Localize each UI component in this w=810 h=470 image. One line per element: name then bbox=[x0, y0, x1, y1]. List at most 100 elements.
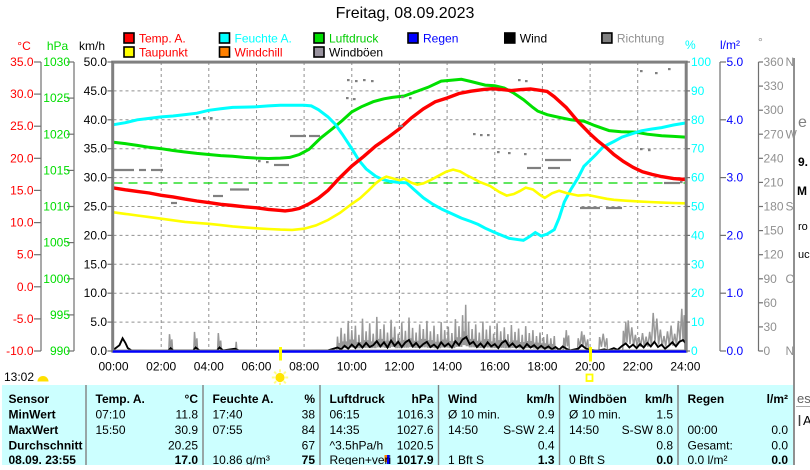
svg-text:84: 84 bbox=[302, 423, 316, 437]
svg-text:15.0: 15.0 bbox=[10, 183, 34, 197]
svg-text:330: 330 bbox=[764, 79, 784, 93]
svg-text:S: S bbox=[786, 200, 794, 214]
svg-text:22:00: 22:00 bbox=[623, 360, 653, 374]
svg-text:10:00: 10:00 bbox=[337, 360, 367, 374]
svg-text:N: N bbox=[786, 55, 795, 69]
svg-text:10: 10 bbox=[691, 315, 705, 329]
svg-text:Windchill: Windchill bbox=[235, 46, 283, 60]
svg-text:1000: 1000 bbox=[43, 272, 70, 286]
svg-text:0.9: 0.9 bbox=[538, 408, 555, 422]
svg-text:Taupunkt: Taupunkt bbox=[139, 46, 188, 60]
svg-text:A: A bbox=[803, 413, 810, 428]
svg-text:0: 0 bbox=[691, 344, 698, 358]
svg-text:Regen: Regen bbox=[688, 392, 725, 406]
svg-text:25.0: 25.0 bbox=[84, 200, 108, 214]
svg-text:1020: 1020 bbox=[43, 127, 70, 141]
svg-text:hPa: hPa bbox=[47, 39, 69, 53]
svg-text:hPa: hPa bbox=[411, 392, 433, 406]
svg-text:30: 30 bbox=[691, 257, 705, 271]
svg-text:es: es bbox=[797, 391, 810, 406]
svg-text:Sensor: Sensor bbox=[9, 392, 50, 406]
svg-text:38: 38 bbox=[302, 408, 316, 422]
svg-text:240: 240 bbox=[764, 151, 784, 165]
svg-text:1005: 1005 bbox=[43, 236, 70, 250]
svg-text:%: % bbox=[685, 38, 696, 52]
svg-text:300: 300 bbox=[764, 103, 784, 117]
svg-text:Temp. A.: Temp. A. bbox=[96, 392, 145, 406]
svg-text:0: 0 bbox=[764, 344, 771, 358]
svg-text:17:40: 17:40 bbox=[213, 408, 243, 422]
svg-text:67: 67 bbox=[302, 439, 316, 453]
svg-text:06:00: 06:00 bbox=[241, 360, 271, 374]
svg-text:M: M bbox=[797, 184, 807, 198]
svg-text:60: 60 bbox=[691, 171, 705, 185]
svg-text:120: 120 bbox=[764, 248, 784, 262]
svg-text:1015: 1015 bbox=[43, 163, 70, 177]
svg-text:10.0: 10.0 bbox=[84, 286, 108, 300]
svg-text:14:50: 14:50 bbox=[569, 423, 599, 437]
svg-text:20.25: 20.25 bbox=[168, 439, 198, 453]
svg-text:%: % bbox=[304, 392, 315, 406]
svg-text:5.0: 5.0 bbox=[90, 315, 107, 329]
svg-text:0.0: 0.0 bbox=[17, 280, 34, 294]
svg-text:l/m²: l/m² bbox=[767, 392, 788, 406]
svg-text:35.0: 35.0 bbox=[84, 142, 108, 156]
svg-text:Freitag, 08.09.2023: Freitag, 08.09.2023 bbox=[336, 5, 475, 22]
svg-text:11.8: 11.8 bbox=[176, 408, 199, 422]
svg-text:24:00: 24:00 bbox=[670, 360, 700, 374]
svg-text:1030: 1030 bbox=[43, 55, 70, 69]
svg-text:90: 90 bbox=[691, 84, 705, 98]
svg-text:90: 90 bbox=[764, 272, 778, 286]
svg-text:Luftdruck: Luftdruck bbox=[330, 392, 386, 406]
svg-text:1016.3: 1016.3 bbox=[397, 408, 434, 422]
svg-text:S-SW 8.0: S-SW 8.0 bbox=[622, 423, 674, 437]
svg-text:0.8: 0.8 bbox=[656, 439, 673, 453]
svg-text:75: 75 bbox=[302, 453, 316, 465]
svg-text:00:00: 00:00 bbox=[98, 360, 128, 374]
svg-text:Temp. A.: Temp. A. bbox=[139, 32, 186, 46]
svg-text:Wind: Wind bbox=[520, 32, 547, 46]
svg-text:km/h: km/h bbox=[79, 39, 105, 53]
svg-text:12:00: 12:00 bbox=[384, 360, 414, 374]
svg-text:14:00: 14:00 bbox=[432, 360, 462, 374]
svg-text:80: 80 bbox=[691, 113, 705, 127]
svg-text:km/h: km/h bbox=[526, 392, 554, 406]
svg-text:15:50: 15:50 bbox=[96, 423, 126, 437]
svg-text:16:00: 16:00 bbox=[480, 360, 510, 374]
svg-text:995: 995 bbox=[50, 308, 70, 322]
svg-text:Windböen: Windböen bbox=[569, 392, 627, 406]
svg-text:70: 70 bbox=[691, 142, 705, 156]
svg-text:0.0: 0.0 bbox=[771, 439, 788, 453]
svg-text:08.09. 23:55: 08.09. 23:55 bbox=[9, 453, 77, 465]
svg-text:N: N bbox=[786, 344, 795, 358]
svg-text:1.5: 1.5 bbox=[656, 408, 673, 422]
svg-text:100: 100 bbox=[691, 55, 711, 69]
svg-text:3.0: 3.0 bbox=[727, 171, 744, 185]
svg-text:0.0: 0.0 bbox=[727, 344, 744, 358]
svg-text:9.: 9. bbox=[798, 155, 808, 169]
svg-text:Windböen: Windböen bbox=[329, 46, 383, 60]
svg-text:MaxWert: MaxWert bbox=[9, 423, 59, 437]
svg-text:2.0: 2.0 bbox=[727, 228, 744, 242]
svg-text:1010: 1010 bbox=[43, 200, 70, 214]
svg-text:30.9: 30.9 bbox=[175, 423, 199, 437]
svg-text:0.0: 0.0 bbox=[771, 423, 788, 437]
svg-text:5.0: 5.0 bbox=[17, 248, 34, 262]
svg-text:50.0: 50.0 bbox=[84, 55, 108, 69]
svg-text:MinWert: MinWert bbox=[9, 408, 56, 422]
svg-text:Luftdruck: Luftdruck bbox=[329, 32, 379, 46]
svg-text:Feuchte A.: Feuchte A. bbox=[213, 392, 274, 406]
svg-text:04:00: 04:00 bbox=[194, 360, 224, 374]
svg-text:Regen+veri: Regen+veri bbox=[330, 453, 392, 465]
svg-text:O: O bbox=[786, 272, 795, 286]
svg-text:40.0: 40.0 bbox=[84, 113, 108, 127]
svg-text:18:00: 18:00 bbox=[527, 360, 557, 374]
svg-text:0.0 l/m²: 0.0 l/m² bbox=[688, 453, 728, 465]
svg-text:45.0: 45.0 bbox=[84, 84, 108, 98]
svg-text:1025: 1025 bbox=[43, 91, 70, 105]
svg-text:Ø 10 min.: Ø 10 min. bbox=[448, 408, 500, 422]
svg-text:4.0: 4.0 bbox=[727, 113, 744, 127]
svg-text:20.0: 20.0 bbox=[10, 151, 34, 165]
svg-text:20:00: 20:00 bbox=[575, 360, 605, 374]
svg-text:60: 60 bbox=[764, 296, 778, 310]
